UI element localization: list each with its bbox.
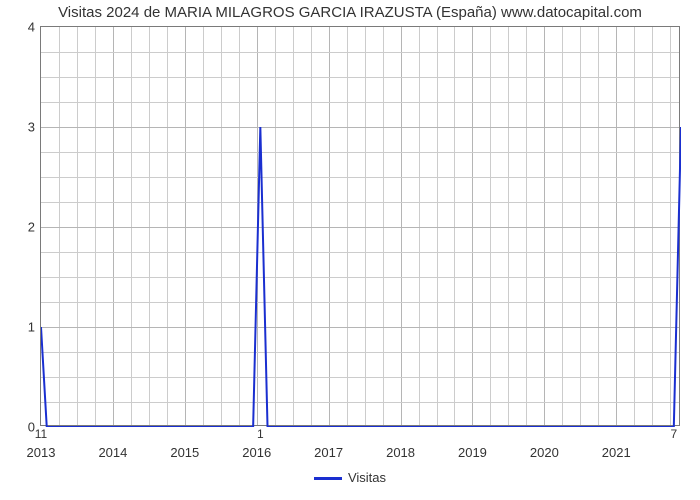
data-label: 1 bbox=[257, 427, 264, 441]
legend-label: Visitas bbox=[348, 470, 386, 485]
chart-container: Visitas 2024 de MARIA MILAGROS GARCIA IR… bbox=[0, 0, 700, 500]
x-tick-label: 2013 bbox=[27, 445, 56, 460]
x-tick-label: 2020 bbox=[530, 445, 559, 460]
y-tick-label: 3 bbox=[28, 120, 35, 135]
legend: Visitas bbox=[0, 470, 700, 485]
x-tick-label: 2018 bbox=[386, 445, 415, 460]
data-label: 7 bbox=[670, 427, 677, 441]
series-line bbox=[41, 27, 681, 427]
data-label: 11 bbox=[35, 427, 47, 441]
y-tick-label: 4 bbox=[28, 20, 35, 35]
x-tick-label: 2015 bbox=[170, 445, 199, 460]
y-tick-label: 2 bbox=[28, 220, 35, 235]
plot-area: 0123420132014201520162017201820192020202… bbox=[40, 26, 680, 426]
x-tick-label: 2016 bbox=[242, 445, 271, 460]
legend-swatch bbox=[314, 477, 342, 480]
chart-title: Visitas 2024 de MARIA MILAGROS GARCIA IR… bbox=[0, 4, 700, 21]
x-tick-label: 2017 bbox=[314, 445, 343, 460]
x-tick-label: 2019 bbox=[458, 445, 487, 460]
y-tick-label: 1 bbox=[28, 320, 35, 335]
x-tick-label: 2021 bbox=[602, 445, 631, 460]
x-tick-label: 2014 bbox=[98, 445, 127, 460]
